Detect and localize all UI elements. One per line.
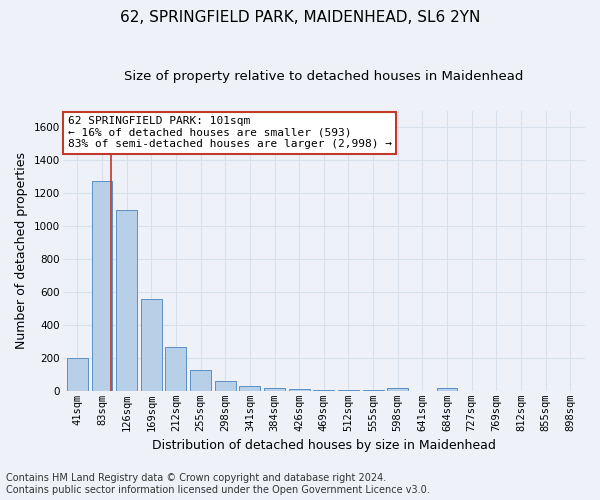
Bar	[387, 388, 408, 391]
X-axis label: Distribution of detached houses by size in Maidenhead: Distribution of detached houses by size …	[152, 440, 496, 452]
Bar	[166, 347, 187, 391]
Text: Contains HM Land Registry data © Crown copyright and database right 2024.
Contai: Contains HM Land Registry data © Crown c…	[6, 474, 430, 495]
Bar	[239, 386, 260, 391]
Bar	[437, 388, 457, 391]
Title: Size of property relative to detached houses in Maidenhead: Size of property relative to detached ho…	[124, 70, 523, 83]
Y-axis label: Number of detached properties: Number of detached properties	[15, 152, 28, 349]
Bar	[116, 210, 137, 391]
Bar	[92, 182, 112, 391]
Text: 62, SPRINGFIELD PARK, MAIDENHEAD, SL6 2YN: 62, SPRINGFIELD PARK, MAIDENHEAD, SL6 2Y…	[120, 10, 480, 25]
Bar	[215, 381, 236, 391]
Bar	[264, 388, 285, 391]
Bar	[338, 390, 359, 391]
Bar	[67, 358, 88, 391]
Bar	[289, 389, 310, 391]
Bar	[190, 370, 211, 391]
Bar	[141, 300, 162, 391]
Text: 62 SPRINGFIELD PARK: 101sqm
← 16% of detached houses are smaller (593)
83% of se: 62 SPRINGFIELD PARK: 101sqm ← 16% of det…	[68, 116, 392, 150]
Bar	[313, 390, 334, 391]
